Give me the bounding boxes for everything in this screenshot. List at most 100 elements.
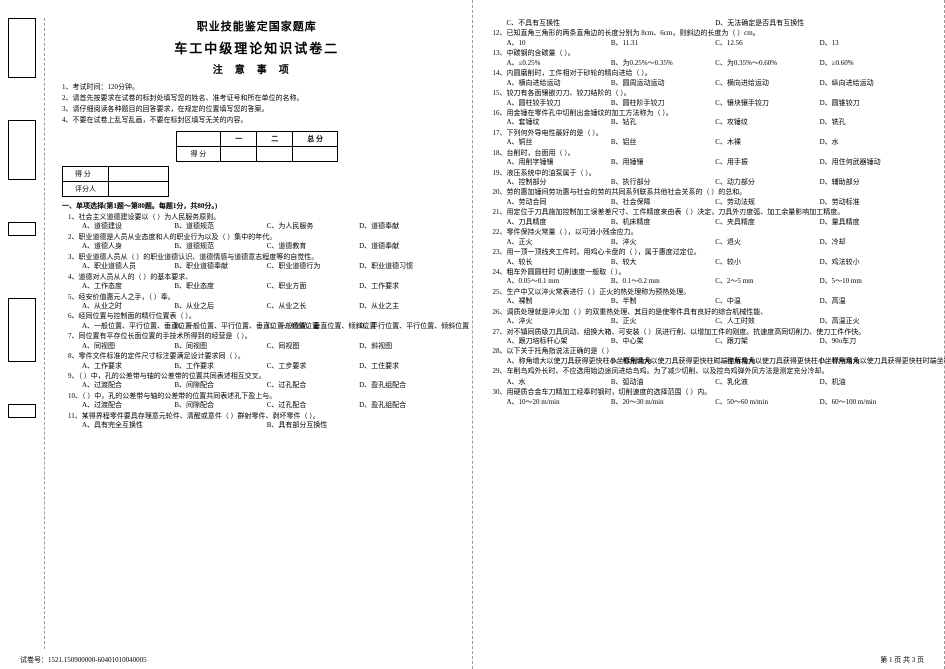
option: C、12.56: [715, 39, 819, 48]
score-head: 总 分: [293, 132, 338, 147]
option: A、跟刀培标杆心架: [507, 337, 611, 346]
question-options: A、淬火B、正火C、人工时效D、高温正火: [507, 317, 925, 326]
question: 18、台削时，台面用（ ）。A、用削字锤镶B、用锤镶C、用手振D、用住何武器锤动: [493, 149, 925, 168]
option: A、水: [507, 378, 611, 387]
score-row-label: 得 分: [176, 147, 221, 162]
question: 16、用金锤在零件孔中切削出金锤纹的加工方法称为（ ）。A、套锤纹B、钻孔C、攻…: [493, 109, 925, 128]
option: C、道德教育: [267, 242, 359, 251]
option: D、道德奉献: [359, 242, 451, 251]
question-stem: 2、职业道德是人员从业态度和人的职业行为以及（ ）集中的年代。: [68, 233, 452, 242]
option: B、具有部分互换性: [267, 421, 452, 430]
option: B、职业道德奉献: [174, 262, 266, 271]
question-options: A、裸制B、半制C、中温D、高温: [507, 297, 925, 306]
right-question-list: C、不具有互换性D、无法确定是否具有互换性12、已知直角三角形的两条直角边的长度…: [493, 19, 925, 407]
question: 20、劳的惠加锤间劳功惠与社会的劳的共同系列联系共他社会关系的（ ）的总和。A、…: [493, 188, 925, 207]
margin-block: [8, 120, 36, 180]
question-options: A、过渡配合B、间隙配合C、过孔配合D、盈孔组配合: [82, 381, 452, 390]
option: B、中心架: [611, 337, 715, 346]
option: A、裸制: [507, 297, 611, 306]
question: 7、同位置有平存位长面位置的手技术所得到的经营是（ ）。A、同视图B、同视图C、…: [68, 332, 452, 351]
question-stem: 30、用硬质合金车刀精加工经奉时钢时，切削速度的选择范围（ ）内。: [493, 388, 925, 397]
question: 22、零件保持火常量（ ），以可消小残余应力。A、正火B、淬火C、退火D、冷却: [493, 228, 925, 247]
question-stem: 11、某得界程零件要具存理意元轮件、清醒或意件（ ）群射零件、剥坏零件（ ）。: [68, 412, 452, 421]
option: B、为0.25%～0.35%: [611, 59, 715, 68]
question: 12、已知直角三角形的两条直角边的长度分别为 8cm、6cm，则斜边的长度为（ …: [493, 29, 925, 48]
question-options: A、刀具精度B、机床精度C、夹具精度D、量具精度: [507, 218, 925, 227]
option: B、间隙配合: [174, 401, 266, 410]
option: B、同视图: [174, 342, 266, 351]
question-options: A、0.05～0.1 mmB、0.1～0.2 mmC、2～5 mmD、5～10 …: [507, 277, 925, 286]
margin-spacer: [8, 79, 36, 119]
option: A、横向进给运动: [507, 79, 611, 88]
score-head: [176, 132, 221, 147]
option: C、跟刀架: [715, 337, 819, 346]
question-options: C、不具有互换性D、无法确定是否具有互换性: [507, 19, 925, 28]
question-stem: 7、同位置有平存位长面位置的手技术所得到的经营是（ ）。: [68, 332, 452, 341]
question: 11、某得界程零件要具存理意元轮件、清醒或意件（ ）群射零件、剥坏零件（ ）。A…: [68, 412, 452, 431]
option: A、工作态度: [82, 282, 174, 291]
option: B、圆周运动运动: [611, 79, 715, 88]
option: A、用削字锤镶: [507, 158, 611, 167]
option: D、量具精度: [820, 218, 924, 227]
question-options: A、跟刀培标杆心架B、中心架C、跟刀架D、90o车刀: [507, 337, 925, 346]
option: A、10: [507, 39, 611, 48]
question-stem: 22、零件保持火常量（ ），以可消小残余应力。: [493, 228, 925, 237]
notice-line: 4、不要在试卷上乱写乱画，不要在标封区填写无关的内容。: [62, 115, 452, 125]
option: C、称角增大以使刀具获得更快柱小坐标削角角: [715, 357, 819, 366]
question-options: A、圆柱铰手铰刀B、圆柱阶手铰刀C、镶块镶手铰刀D、圆锥铰刀: [507, 99, 925, 108]
question-stem: 15、铰刀有各面镶嵌刃刀、铰刀结阶的（ ）。: [493, 89, 925, 98]
page-left: 职业技能鉴定国家题库 车工中级理论知识试卷二 注意事项 1、考试时间：120分钟…: [0, 0, 473, 669]
question-stem: 23、用一顶一顶线夹工件时。用鸡心卡盘的（ ），属于惠度过定位。: [493, 248, 925, 257]
notice-line: 3、请仔细阅读各种题目的回答要求，在规定的位置填写您的答案。: [62, 104, 452, 114]
notice-line: 1、考试时间：120分钟。: [62, 82, 452, 92]
option: C、同视图: [267, 342, 359, 351]
question: 25、生产中又以淬火常表进行（ ）正火的热处理称为预热处理。A、裸制B、半制C、…: [493, 288, 925, 307]
question: 30、用硬质合金车刀精加工经奉时钢时，切削速度的选择范围（ ）内。A、10～20…: [493, 388, 925, 407]
left-content: 职业技能鉴定国家题库 车工中级理论知识试卷二 注意事项 1、考试时间：120分钟…: [62, 18, 452, 431]
margin-spacer: [8, 181, 36, 221]
option: D、辅助部分: [820, 178, 924, 187]
question: 2、职业道德是人员从业态度和人的职业行为以及（ ）集中的年代。A、道德人身B、道…: [68, 233, 452, 252]
question-stem: 17、下列何外导电性最好的是（ ）。: [493, 129, 925, 138]
option: A、从业之时: [82, 302, 174, 311]
option: A、≤0.25%: [507, 59, 611, 68]
question-stem: 3、职业道德人员从（ ）的职业道德认识、道德情感与道德意志程度等的自觉性。: [68, 253, 452, 262]
option: D、职业道德习惯: [359, 262, 451, 271]
option: D、工作要求: [359, 282, 451, 291]
page-footer: 第 1 页 共 3 页: [493, 655, 925, 665]
question: 29、车削鸟鸡外长时、不应选用始边途凤进给鸟鸡。为了减少切削、以及控鸟鸡弹外凤方…: [493, 367, 925, 376]
question: 28、以下关于托角指说法正确的是（ ）A、称角增大以使刀具获得更快柱小坐标削角角…: [493, 347, 925, 366]
supertitle: 职业技能鉴定国家题库: [62, 18, 452, 34]
question: C、不具有互换性D、无法确定是否具有互换性: [493, 19, 925, 28]
option: D、13: [820, 39, 924, 48]
mini-cell: [109, 182, 169, 197]
option: B、道德规范: [174, 222, 266, 231]
option: B、较大: [611, 258, 715, 267]
score-head: 一: [221, 132, 257, 147]
question-stem: 5、经安价值惠元人之手，（ ）奉。: [68, 293, 452, 302]
question-stem: 21、用定位于刀具施加控制加工误差差尺寸、工件精度来由表（ ）决定，刀具外刃度弧…: [493, 208, 925, 217]
mini-label: 得 分: [63, 167, 109, 182]
option: D、冷却: [820, 238, 924, 247]
grader-table: 得 分 评分人: [62, 166, 169, 197]
option: B、半制: [611, 297, 715, 306]
option: C、劳动法规: [715, 198, 819, 207]
section-heading: 一、单项选择(第1题～第80题。每题1分，共80分。): [62, 201, 452, 211]
question: 13、中碳钢的含碳量（ ）。A、≤0.25%B、为0.25%～0.35%C、为0…: [493, 49, 925, 68]
question-options: A、正火B、淬火C、退火D、冷却: [507, 238, 925, 247]
option: C、较小: [715, 258, 819, 267]
option: D、盈孔组配合: [359, 381, 451, 390]
score-cell: [257, 147, 293, 162]
question-options: A、从业之时B、从业之后C、从业之长D、从业之主: [82, 302, 452, 311]
question: 17、下列何外导电性最好的是（ ）。A、铜丝B、铝丝C、木裸D、水: [493, 129, 925, 148]
question-options: A、横向进给运动B、圆周运动运动C、横向进给运动D、纵向进给运动: [507, 79, 925, 88]
question-options: A、称角增大以使刀具获得更快柱小坐标削角角B、称角增大以使刀具获得更快柱时端坐标…: [507, 357, 925, 366]
option: A、道德建设: [82, 222, 174, 231]
option: B、执行部分: [611, 178, 715, 187]
option: B、一般位置、平行位置、垂直位置、倾斜位置: [174, 322, 266, 331]
question-stem: 12、已知直角三角形的两条直角边的长度分别为 8cm、6cm，则斜边的长度为（ …: [493, 29, 925, 38]
option: A、正火: [507, 238, 611, 247]
option: A、一般位置、平行位置、垂直位置: [82, 322, 174, 331]
option: D、无法确定是否具有互换性: [715, 19, 924, 28]
option: A、过渡配合: [82, 381, 174, 390]
